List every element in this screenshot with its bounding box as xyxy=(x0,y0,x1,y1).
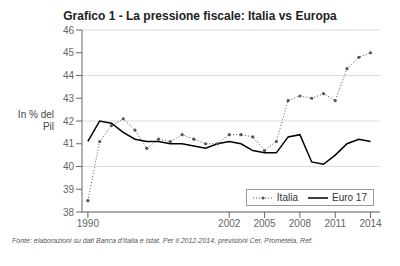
svg-text:2014: 2014 xyxy=(359,218,382,229)
svg-text:45: 45 xyxy=(63,47,75,58)
svg-text:In % delPil: In % delPil xyxy=(18,109,54,132)
svg-text:42: 42 xyxy=(63,116,75,127)
svg-text:43: 43 xyxy=(63,93,75,104)
svg-text:38: 38 xyxy=(63,207,75,218)
svg-text:2008: 2008 xyxy=(289,218,312,229)
svg-text:39: 39 xyxy=(63,184,75,195)
svg-text:44: 44 xyxy=(63,70,75,81)
html-text:Euro 17: Euro 17 xyxy=(332,192,367,203)
svg-text:1990: 1990 xyxy=(77,218,100,229)
svg-text:46: 46 xyxy=(63,25,75,36)
svg-text:2002: 2002 xyxy=(218,218,241,229)
svg-text:41: 41 xyxy=(63,138,75,149)
svg-text:40: 40 xyxy=(63,161,75,172)
html-text:Fonte: elaborazioni su dati Ba: Fonte: elaborazioni su dati Banca d'Ital… xyxy=(12,237,313,244)
html-text:Italia: Italia xyxy=(276,192,298,203)
html-text:Grafico 1 - La pressione fisca: Grafico 1 - La pressione fiscale: Italia… xyxy=(63,9,337,23)
svg-text:2011: 2011 xyxy=(324,218,346,229)
svg-text:2005: 2005 xyxy=(253,218,276,229)
